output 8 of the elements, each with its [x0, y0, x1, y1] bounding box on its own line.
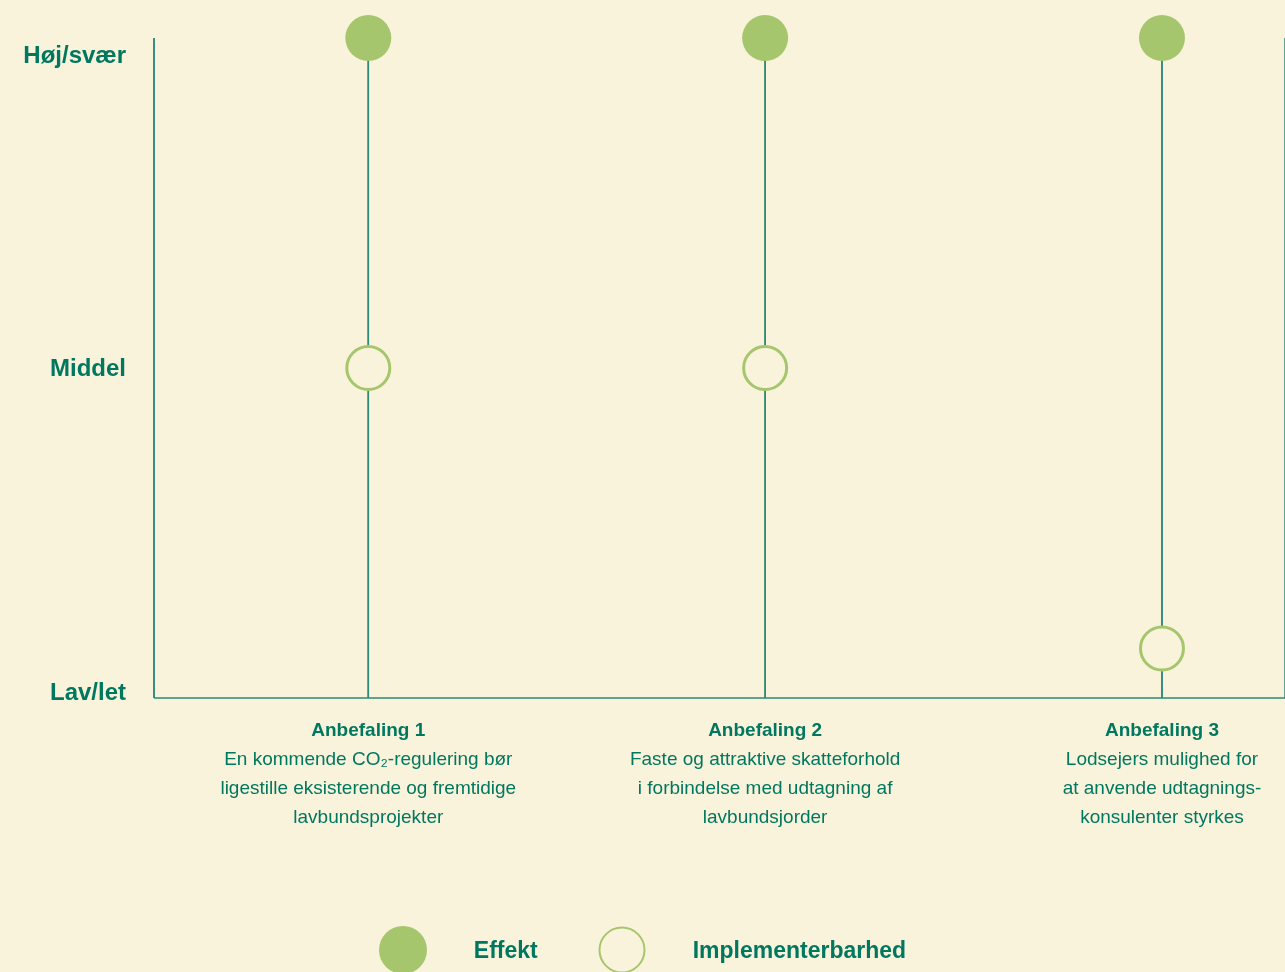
- x-tick-label: Anbefaling 2 Faste og attraktive skatteforhold i forbindelse med udtagning af lavbundsjorder: [629, 719, 901, 827]
- legend-label: Implementerbarhed: [692, 936, 907, 964]
- text: Lav/let: [49, 677, 126, 707]
- x-tick-label: Anbefaling 1 En kommende CO₂-regulering bør ligestille eksisterende og fremtidige lavbundsprojekter: [220, 719, 517, 827]
- text: Høj/svær: [23, 40, 126, 70]
- x-tick-label: Anbefaling 3 Lodsejers mulighed for at anvende udtagnings- konsulenter styrkes: [1062, 719, 1262, 827]
- legend-label: Effekt: [473, 936, 538, 964]
- text: Middel: [50, 353, 126, 383]
